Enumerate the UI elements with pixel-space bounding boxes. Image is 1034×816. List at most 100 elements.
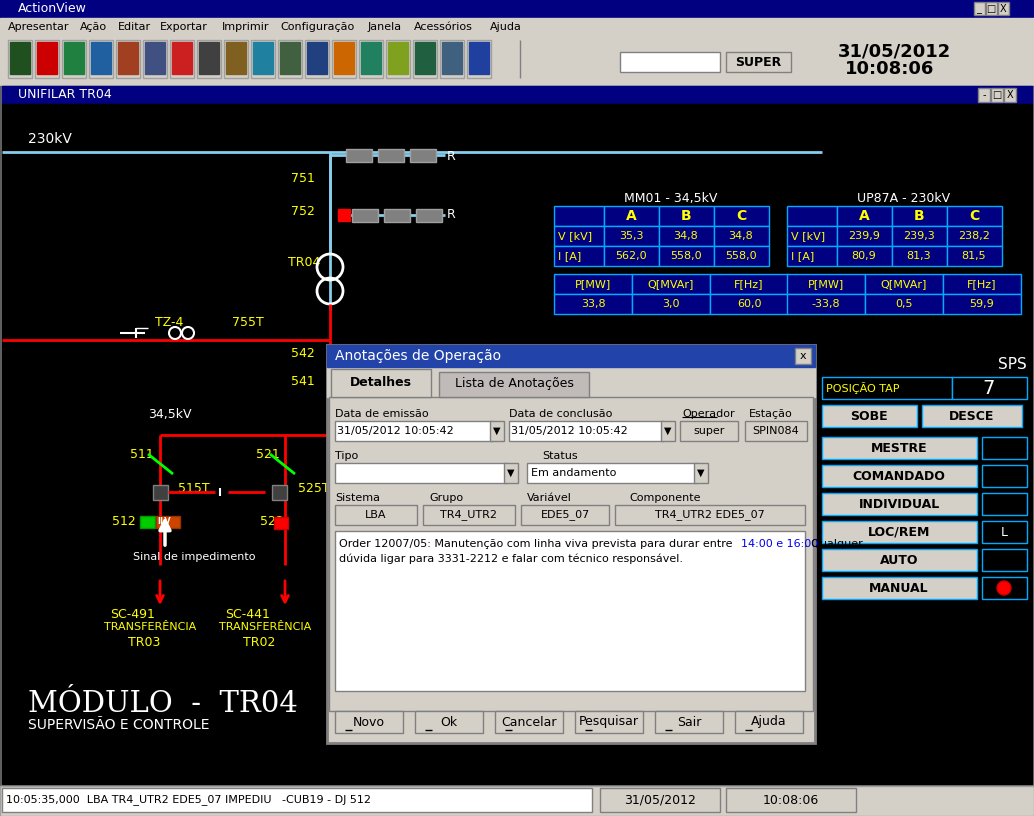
Text: POSIÇÃO TAP: POSIÇÃO TAP (826, 382, 900, 394)
Text: 81,5: 81,5 (962, 251, 986, 261)
Bar (0, 18, 1034, 36)
Text: 511: 511 (130, 448, 154, 461)
Text: 31/05/2012: 31/05/2012 (838, 42, 951, 60)
Bar (327, 345, 815, 743)
Text: B: B (914, 209, 924, 223)
Text: ActionView: ActionView (18, 2, 87, 16)
Text: SPIN084: SPIN084 (753, 426, 799, 436)
Text: L: L (1001, 526, 1007, 539)
Text: P[MW]: P[MW] (808, 279, 844, 289)
Bar (822, 405, 917, 427)
Bar (359, 40, 383, 78)
Text: SC-491: SC-491 (110, 608, 155, 621)
Text: 3,0: 3,0 (662, 299, 679, 309)
Bar (170, 40, 194, 78)
Text: MM01 - 34,5kV: MM01 - 34,5kV (625, 192, 718, 205)
Text: Anotações de Operação: Anotações de Operação (335, 349, 501, 363)
Text: LOC/REM: LOC/REM (868, 526, 931, 539)
Bar (714, 206, 769, 226)
Bar (413, 40, 437, 78)
Bar (361, 42, 381, 74)
Bar (632, 294, 710, 314)
Bar (659, 246, 714, 266)
Bar (332, 40, 356, 78)
Text: TZ-4: TZ-4 (155, 316, 183, 329)
Bar (837, 246, 892, 266)
Bar (947, 226, 1002, 246)
Bar (710, 294, 788, 314)
Text: Detalhes: Detalhes (349, 376, 412, 389)
Text: 34,5kV: 34,5kV (148, 408, 191, 421)
Bar (604, 226, 659, 246)
Text: Ok: Ok (440, 716, 458, 729)
Bar (991, 88, 1003, 102)
Bar (822, 437, 977, 459)
Text: 35,3: 35,3 (618, 231, 643, 241)
Bar (714, 246, 769, 266)
Bar (952, 377, 1027, 399)
Bar (787, 246, 837, 266)
Bar (335, 463, 507, 483)
Bar (199, 42, 219, 74)
Text: F[Hz]: F[Hz] (967, 279, 997, 289)
Text: ▼: ▼ (697, 468, 705, 478)
Bar (892, 246, 947, 266)
Text: ▼: ▼ (493, 426, 500, 436)
Text: 755T: 755T (232, 316, 264, 329)
Bar (1004, 88, 1016, 102)
Text: ▼: ▼ (508, 468, 515, 478)
Bar (0, 36, 1034, 86)
Text: 752: 752 (291, 205, 315, 218)
Text: R: R (447, 209, 456, 221)
Bar (527, 463, 697, 483)
Bar (153, 485, 168, 500)
Bar (947, 206, 1002, 226)
Bar (327, 367, 815, 397)
Bar (694, 463, 708, 483)
Bar (335, 421, 493, 441)
Bar (331, 369, 431, 397)
Bar (615, 505, 805, 525)
Bar (37, 42, 57, 74)
Bar (982, 437, 1027, 459)
Text: 542: 542 (291, 347, 314, 360)
Bar (253, 42, 273, 74)
Bar (974, 2, 985, 15)
Bar (329, 397, 813, 711)
Bar (62, 40, 86, 78)
Bar (922, 405, 1022, 427)
Text: Acessórios: Acessórios (414, 22, 473, 32)
Text: 512: 512 (112, 515, 135, 528)
Bar (554, 274, 632, 294)
Bar (575, 711, 643, 733)
Bar (554, 226, 604, 246)
Bar (554, 206, 604, 226)
Bar (442, 42, 462, 74)
Bar (554, 246, 604, 266)
Text: TRANSFERÊNCIA: TRANSFERÊNCIA (104, 622, 196, 632)
Bar (998, 2, 1009, 15)
Text: 751: 751 (291, 172, 315, 185)
Text: 10:08:06: 10:08:06 (763, 793, 819, 806)
Bar (272, 485, 287, 500)
Text: EDE5_07: EDE5_07 (541, 509, 589, 521)
Bar (335, 505, 417, 525)
Bar (600, 788, 720, 812)
Text: Ação: Ação (80, 22, 108, 32)
Bar (822, 521, 977, 543)
Text: V [kV]: V [kV] (558, 231, 592, 241)
Text: Janela: Janela (368, 22, 402, 32)
Bar (822, 549, 977, 571)
Bar (278, 40, 302, 78)
Bar (982, 493, 1027, 515)
Bar (2, 104, 822, 784)
Bar (661, 421, 675, 441)
Text: Apresentar: Apresentar (8, 22, 69, 32)
Text: X: X (1007, 90, 1013, 100)
Bar (865, 294, 943, 314)
Text: Editar: Editar (118, 22, 151, 32)
Bar (410, 149, 436, 162)
Bar (352, 209, 378, 222)
Bar (338, 209, 349, 221)
Text: 33,8: 33,8 (581, 299, 605, 309)
